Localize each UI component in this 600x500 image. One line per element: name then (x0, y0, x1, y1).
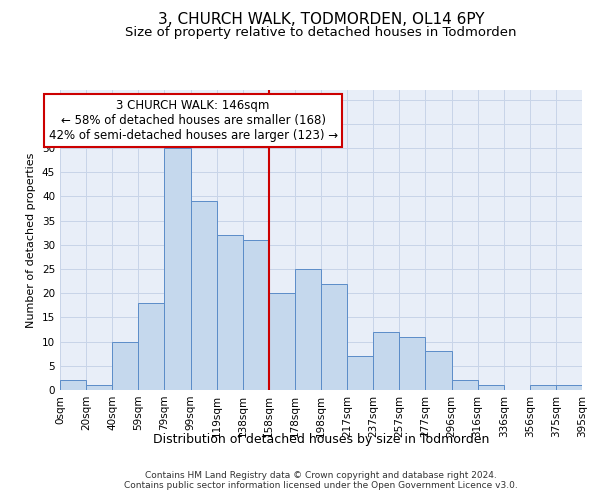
Bar (400, 337, 425, 390)
Bar (347, 356, 373, 390)
Bar (425, 352, 452, 390)
Bar (217, 235, 243, 390)
Bar (191, 202, 217, 390)
Bar (86, 385, 112, 390)
Bar (242, 240, 269, 390)
Bar (295, 269, 321, 390)
Y-axis label: Number of detached properties: Number of detached properties (26, 152, 37, 328)
Bar (139, 303, 164, 390)
Bar (164, 148, 191, 390)
Bar (452, 380, 478, 390)
Text: Size of property relative to detached houses in Todmorden: Size of property relative to detached ho… (125, 26, 517, 39)
Bar (321, 284, 347, 390)
Bar (60, 380, 86, 390)
Bar (373, 332, 400, 390)
Text: 3 CHURCH WALK: 146sqm
← 58% of detached houses are smaller (168)
42% of semi-det: 3 CHURCH WALK: 146sqm ← 58% of detached … (49, 99, 338, 142)
Bar (269, 293, 295, 390)
Text: 3, CHURCH WALK, TODMORDEN, OL14 6PY: 3, CHURCH WALK, TODMORDEN, OL14 6PY (158, 12, 484, 28)
Text: Contains HM Land Registry data © Crown copyright and database right 2024.
Contai: Contains HM Land Registry data © Crown c… (124, 470, 518, 490)
Bar (478, 385, 504, 390)
Text: Distribution of detached houses by size in Todmorden: Distribution of detached houses by size … (153, 432, 489, 446)
Bar (556, 385, 582, 390)
Bar (530, 385, 556, 390)
Bar (112, 342, 139, 390)
